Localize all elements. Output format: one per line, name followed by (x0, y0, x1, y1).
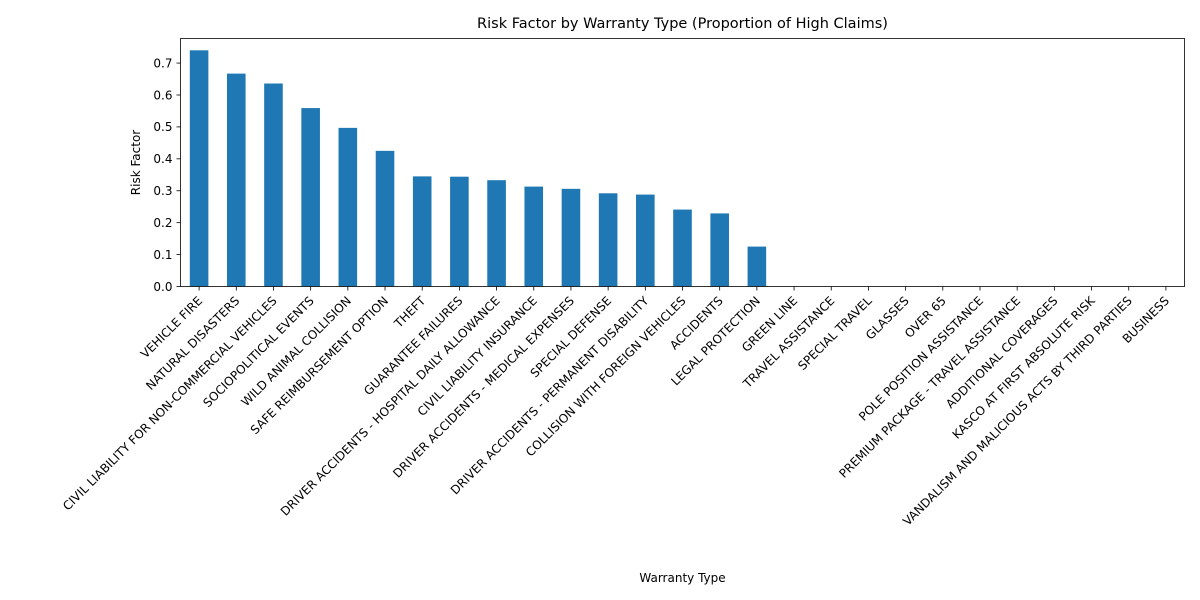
y-tick-label-2: 0.2 (153, 216, 172, 230)
bar-11 (598, 193, 618, 287)
y-tick-label-7: 0.7 (153, 56, 172, 70)
y-tick-label-4: 0.4 (153, 152, 172, 166)
bar-0 (189, 50, 209, 287)
y-tick-label-6: 0.6 (153, 88, 172, 102)
bar-14 (710, 213, 729, 287)
bar-5 (375, 150, 395, 287)
y-tick-label-0: 0.0 (153, 280, 172, 294)
bar-15 (747, 246, 767, 287)
bar-9 (524, 186, 544, 287)
bar-1 (226, 73, 246, 287)
y-axis-label: Risk Factor (129, 130, 143, 195)
y-axis: 0.0 0.1 0.2 0.3 0.4 0.5 0.6 0.7 (153, 56, 181, 294)
bar-2 (264, 83, 283, 287)
x-tick-label-0: VEHICLE FIRE (138, 294, 205, 361)
bar-6 (412, 176, 432, 287)
y-tick-label-1: 0.1 (153, 248, 172, 262)
bars-group (189, 50, 767, 287)
bar-7 (450, 176, 469, 287)
bar-8 (487, 180, 506, 287)
plot-frame (180, 38, 1185, 287)
bar-12 (636, 194, 655, 287)
y-tick-label-3: 0.3 (153, 184, 172, 198)
y-tick-label-5: 0.5 (153, 120, 172, 134)
bar-4 (338, 127, 358, 287)
bar-3 (301, 108, 320, 287)
x-axis-label: Warranty Type (639, 571, 725, 585)
bar-10 (561, 188, 581, 287)
chart-title: Risk Factor by Warranty Type (Proportion… (477, 16, 888, 32)
bar-13 (673, 209, 692, 287)
